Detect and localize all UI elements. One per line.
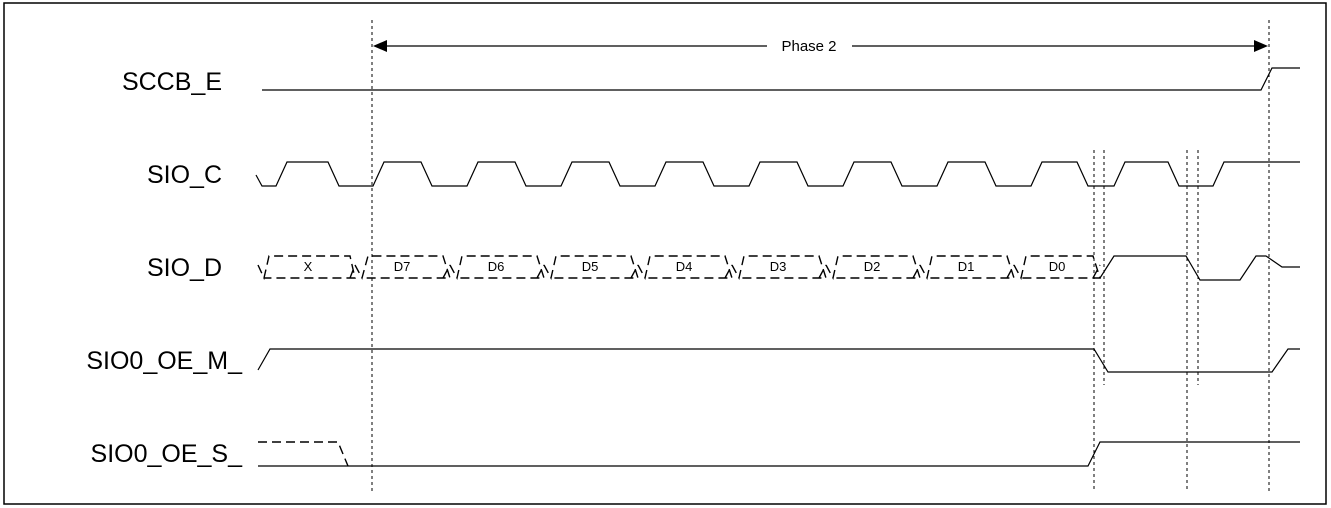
wave-sio-d-bits [257,255,1101,281]
bit-label-d2: D2 [864,259,881,274]
bit-label-d3: D3 [770,259,787,274]
bit-label-d4: D4 [676,259,693,274]
signal-label-sio0-oe-s: SIO0_OE_S_ [91,440,244,468]
bit-cell-d5 [543,255,639,280]
bit-cell-d3 [731,255,827,280]
signal-label-sccb-e: SCCB_E [122,68,222,96]
signal-label-sio-d: SIO_D [147,254,222,282]
bit-label-d5: D5 [582,259,599,274]
diagram-border [3,2,1327,505]
bit-label-d6: D6 [488,259,505,274]
phase-arrow: Phase 2 [373,38,1268,55]
phase-arrow-head-left [373,40,387,52]
bit-label-d1: D1 [958,259,975,274]
signal-label-sio-c: SIO_C [147,161,222,189]
wave-sio-d-tail [1099,255,1300,281]
bit-label-d0: D0 [1049,259,1066,274]
bit-cell-d4 [637,255,733,280]
signal-label-sio0-oe-m: SIO0_OE_M_ [86,347,243,375]
bit-cell-x [257,255,356,281]
bit-cell-d0 [1013,255,1101,280]
wave-sio-c [255,161,1300,187]
phase-arrow-head-right [1254,40,1268,52]
wave-sio0-oe-m [257,348,1300,373]
wave-sio0-oe-s [258,441,1300,467]
bit-cell-d1 [919,255,1015,280]
wave-sio0-oe-s-undefined [258,441,349,467]
bit-cell-d7 [354,255,451,280]
wave-sccb-e [262,67,1300,91]
bit-cell-d2 [825,255,921,280]
phase-label: Phase 2 [781,38,836,55]
bit-cell-d6 [449,255,545,280]
bit-label-x: X [304,259,313,274]
bit-label-d7: D7 [394,259,411,274]
